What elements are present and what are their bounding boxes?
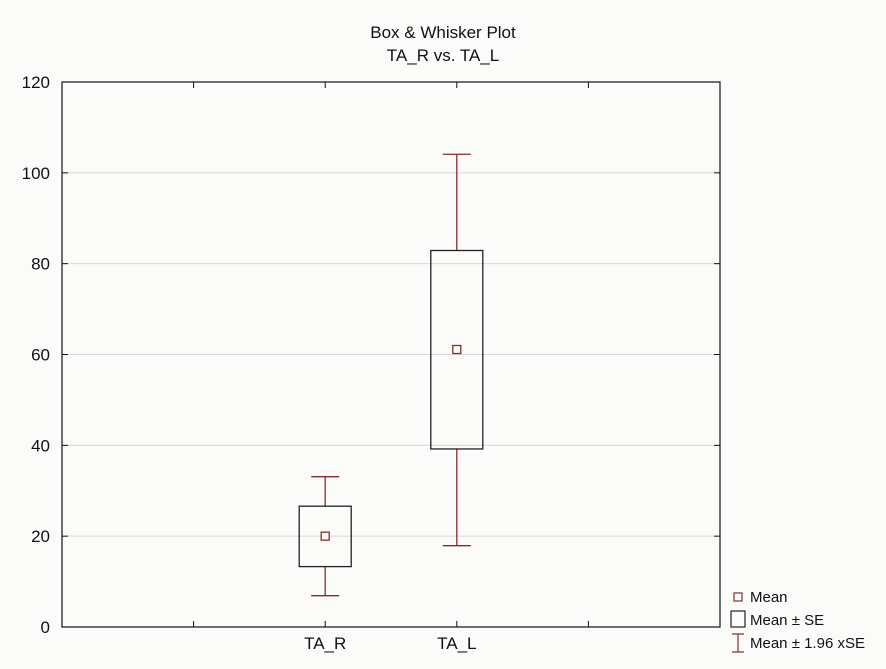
x-axis: TA_R TA_L — [193, 82, 589, 653]
y-tick-label: 0 — [41, 618, 50, 637]
chart-subtitle: TA_R vs. TA_L — [387, 46, 499, 65]
mean-marker — [320, 531, 330, 541]
legend-box-symbol — [730, 610, 746, 628]
legend-label: Mean ± SE — [750, 612, 824, 629]
y-tick-label: 120 — [22, 73, 50, 92]
x-tick-label: TA_R — [304, 634, 346, 653]
box-TA_L — [430, 153, 484, 547]
x-tick-label: TA_L — [437, 634, 476, 653]
mean-marker — [452, 344, 462, 355]
y-tick-label: 40 — [31, 436, 50, 455]
box-series — [298, 153, 484, 597]
legend-item: Mean ± SE — [730, 610, 824, 629]
chart-title: Box & Whisker Plot — [370, 23, 516, 42]
y-tick-label: 60 — [31, 346, 50, 365]
y-axis: 0 20 40 60 80 100 120 — [22, 73, 720, 637]
legend-label: Mean — [750, 589, 788, 606]
legend-item: Mean ± 1.96 xSE — [732, 633, 865, 653]
y-tick-label: 100 — [22, 164, 50, 183]
legend: Mean Mean ± SE Mean ± 1.96 xSE — [730, 589, 865, 653]
se-box — [430, 249, 484, 450]
grid-lines — [62, 172, 720, 537]
se-box — [298, 505, 352, 568]
legend-label: Mean ± 1.96 xSE — [750, 635, 865, 652]
y-tick-label: 20 — [31, 527, 50, 546]
box-TA_R — [298, 476, 352, 597]
y-tick-label: 80 — [31, 255, 50, 274]
legend-item: Mean — [733, 589, 788, 606]
legend-mean-symbol — [733, 592, 743, 602]
